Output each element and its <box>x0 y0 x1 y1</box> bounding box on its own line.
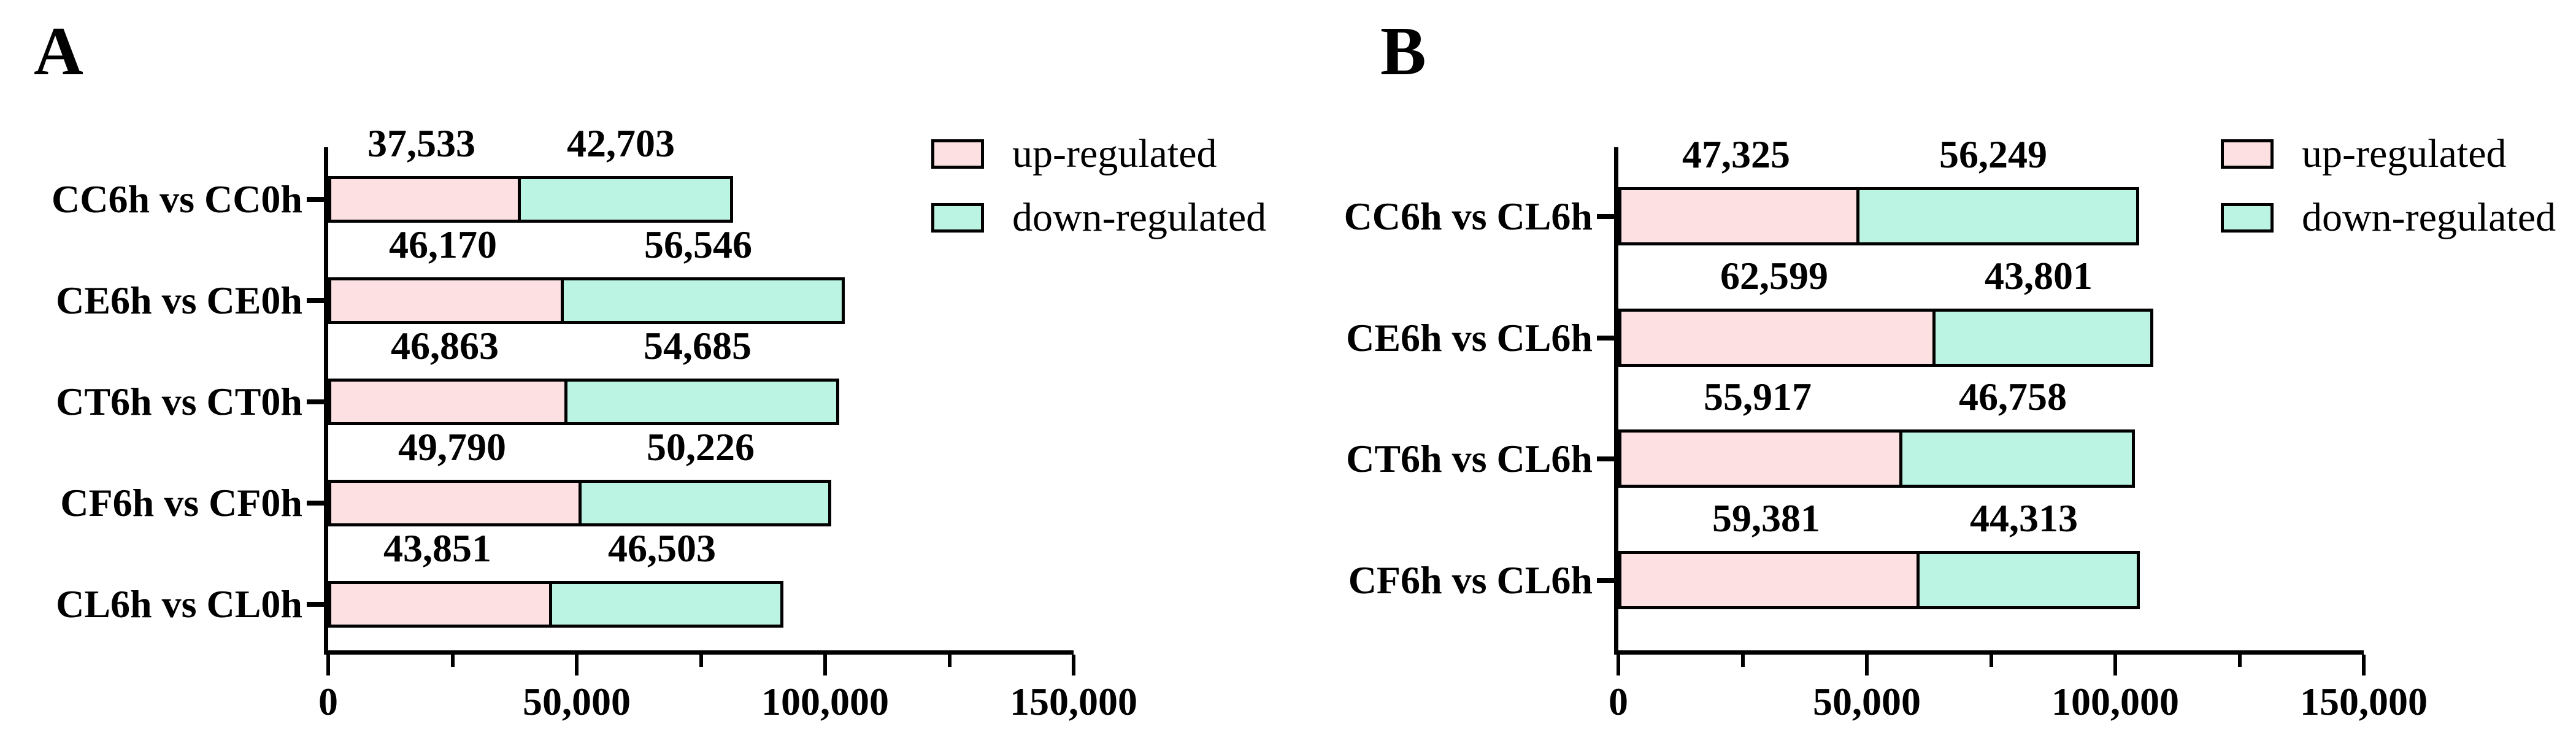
panel-a-bar-up-segment <box>331 280 564 321</box>
panel-b-category-label: CE6h vs CL6h <box>1346 316 1593 360</box>
panel-b-value-label-up: 55,917 <box>1704 375 1812 418</box>
panel-a-x-tick-major <box>326 655 330 675</box>
panel-a-legend-label: down-regulated <box>1012 195 1267 240</box>
panel-a-category-tick <box>307 399 324 404</box>
panel-a-legend-item: down-regulated <box>931 195 1267 240</box>
panel-a-value-label-down: 46,503 <box>608 526 716 570</box>
panel-a-x-axis <box>324 650 1074 655</box>
panel-b-bar-up-segment <box>1621 190 1859 242</box>
panel-b-bar-up-segment <box>1621 433 1902 485</box>
panel-b-x-tick-major <box>2113 655 2117 675</box>
panel-a-bar-up-segment <box>331 382 567 422</box>
panel-a-bar <box>328 176 733 223</box>
panel-a-x-tick-minor <box>451 655 455 667</box>
panel-b-y-axis <box>1614 147 1618 655</box>
panel-a-bar-up-segment <box>331 483 582 523</box>
panel-a-bar <box>328 379 839 425</box>
panel-a-category-tick <box>307 602 324 607</box>
up-regulated-swatch <box>931 139 984 169</box>
panel-b-x-tick-major <box>2362 655 2366 675</box>
down-regulated-swatch <box>2221 203 2274 233</box>
panel-b-value-label-down: 46,758 <box>1959 375 2067 418</box>
panel-b-legend-label: up-regulated <box>2302 131 2507 176</box>
panel-b-legend-item: up-regulated <box>2221 131 2507 176</box>
panel-a-value-label-up: 37,533 <box>367 121 475 165</box>
panel-b-x-tick-label: 0 <box>1609 680 1628 723</box>
panel-b-x-tick-major <box>1865 655 1869 675</box>
panel-b-x-tick-major <box>1617 655 1620 675</box>
panel-b-bar-up-segment <box>1621 312 1936 364</box>
panel-a-bar-up-segment <box>331 584 552 625</box>
panel-a-value-label-down: 56,546 <box>644 223 752 266</box>
panel-b-x-tick-minor <box>2238 655 2242 667</box>
panel-a-value-label-up: 43,851 <box>383 526 491 570</box>
panel-b-category-label: CT6h vs CL6h <box>1346 437 1593 480</box>
panel-a-bar-up-segment <box>331 179 521 220</box>
panel-b-bar <box>1618 187 2139 245</box>
panel-a-legend-label: up-regulated <box>1012 131 1217 176</box>
panel-b-x-tick-label: 150,000 <box>2300 680 2428 723</box>
panel-b-x-tick-label: 50,000 <box>1813 680 1921 723</box>
panel-a-value-label-down: 50,226 <box>647 425 755 469</box>
panel-b-legend-item: down-regulated <box>2221 195 2556 240</box>
panel-b-value-label-down: 56,249 <box>1939 133 2047 176</box>
panel-b-bar-up-segment <box>1621 554 1920 606</box>
panel-b-bar <box>1618 551 2140 609</box>
panel-a-bar <box>328 277 845 324</box>
panel-b-letter: B <box>1380 13 1426 90</box>
panel-b-bar <box>1618 309 2153 367</box>
panel-b-value-label-down: 43,801 <box>1985 254 2093 298</box>
panel-a-x-tick-major <box>823 655 827 675</box>
panel-b-value-label-up: 62,599 <box>1720 254 1828 298</box>
panel-a-legend-item: up-regulated <box>931 131 1217 176</box>
panel-a-value-label-up: 46,863 <box>391 324 499 368</box>
panel-b-x-tick-label: 100,000 <box>2051 680 2179 723</box>
up-regulated-swatch <box>2221 139 2274 169</box>
panel-b-category-label: CC6h vs CL6h <box>1344 194 1593 238</box>
panel-b-category-label: CF6h vs CL6h <box>1348 558 1593 602</box>
panel-a-bar <box>328 581 783 628</box>
panel-a-x-tick-major <box>1072 655 1075 675</box>
panel-a-x-tick-minor <box>699 655 703 667</box>
panel-b-category-tick <box>1597 456 1614 461</box>
panel-b-category-tick <box>1597 214 1614 219</box>
panel-a-value-label-up: 46,170 <box>389 223 497 266</box>
panel-a-category-label: CT6h vs CT0h <box>56 380 302 423</box>
panel-a-x-tick-label: 0 <box>318 680 338 723</box>
panel-a-y-axis <box>324 147 328 655</box>
panel-b-x-tick-minor <box>1990 655 1993 667</box>
panel-a-value-label-down: 54,685 <box>644 324 752 368</box>
panel-a-x-tick-major <box>575 655 579 675</box>
panel-a-x-tick-minor <box>948 655 952 667</box>
down-regulated-swatch <box>931 203 984 233</box>
panel-b-bar <box>1618 429 2135 488</box>
panel-b-value-label-down: 44,313 <box>1970 496 2078 540</box>
panel-b-value-label-up: 47,325 <box>1682 133 1790 176</box>
panel-a-value-label-down: 42,703 <box>567 121 675 165</box>
panel-a-category-label: CE6h vs CE0h <box>56 279 302 322</box>
panel-a-x-tick-label: 50,000 <box>523 680 631 723</box>
panel-b-value-label-up: 59,381 <box>1712 496 1820 540</box>
panel-a-category-tick <box>307 197 324 202</box>
panel-a-x-tick-label: 100,000 <box>761 680 889 723</box>
panel-a-category-tick <box>307 501 324 506</box>
panel-a-x-tick-label: 150,000 <box>1010 680 1137 723</box>
panel-b-x-tick-minor <box>1741 655 1745 667</box>
panel-a-category-label: CC6h vs CC0h <box>52 177 302 221</box>
panel-a-letter: A <box>34 13 83 90</box>
panel-b-x-axis <box>1614 650 2364 655</box>
panel-a-value-label-up: 49,790 <box>398 425 506 469</box>
panel-b-category-tick <box>1597 336 1614 341</box>
panel-b-category-tick <box>1597 578 1614 583</box>
panel-a-category-label: CL6h vs CL0h <box>56 582 302 626</box>
panel-a-category-label: CF6h vs CF0h <box>60 481 302 525</box>
panel-b-legend-label: down-regulated <box>2302 195 2556 240</box>
panel-a-category-tick <box>307 298 324 303</box>
panel-a-bar <box>328 480 831 526</box>
